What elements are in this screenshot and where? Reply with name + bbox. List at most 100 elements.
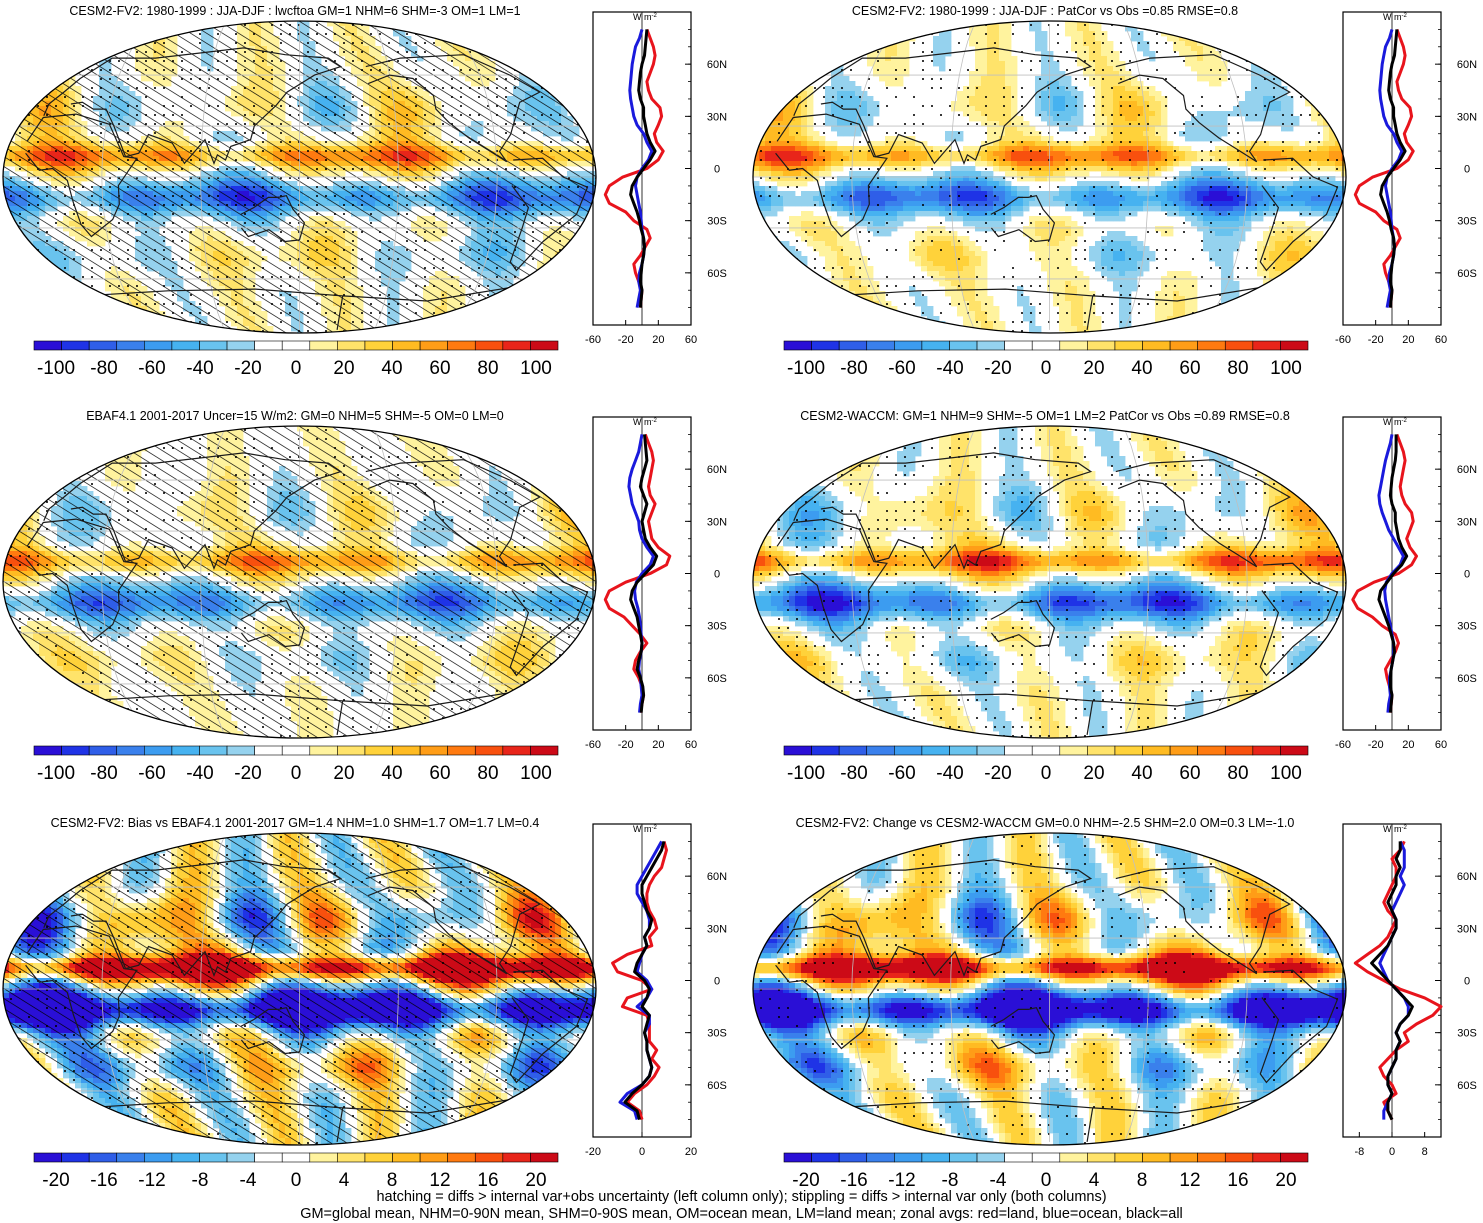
colorbar-swatch xyxy=(1087,1153,1115,1162)
land-line xyxy=(605,29,663,307)
colorbar-label: -80 xyxy=(90,358,117,379)
land-line xyxy=(1353,434,1417,712)
lat-label: 30S xyxy=(707,621,727,633)
colorbar-label: -16 xyxy=(90,1170,117,1191)
panel-title: CESM2-FV2: 1980-1999 : JJA-DJF : lwcftoa… xyxy=(69,4,520,18)
colorbar-label: 20 xyxy=(1275,1170,1296,1191)
colorbar-swatch xyxy=(839,1153,867,1162)
colorbar-label: -100 xyxy=(37,763,75,784)
colorbar-swatch xyxy=(34,1153,62,1162)
colorbar-swatch xyxy=(117,746,145,755)
colorbar-swatch xyxy=(282,1153,310,1162)
colorbar-swatch xyxy=(475,341,503,350)
colorbar-swatch xyxy=(282,341,310,350)
lat-label: 60S xyxy=(707,1080,727,1092)
colorbar-swatch xyxy=(227,1153,255,1162)
lat-label: 60S xyxy=(1457,673,1477,685)
colorbar-label: 80 xyxy=(1227,358,1248,379)
colorbar-label: 20 xyxy=(333,763,354,784)
colorbar-label: -100 xyxy=(37,358,75,379)
lat-label: 30N xyxy=(1457,111,1477,123)
footer-line-hatching: hatching = diffs > internal var+obs unce… xyxy=(0,1189,1483,1206)
lat-label: 60S xyxy=(707,673,727,685)
x-tick-label: -60 xyxy=(585,739,601,751)
colorbar-swatch xyxy=(1253,1153,1281,1162)
colorbar-label: -20 xyxy=(984,763,1011,784)
panel-title: CESM2-FV2: 1980-1999 : JJA-DJF : PatCor … xyxy=(852,4,1238,18)
x-tick-label: -20 xyxy=(1368,334,1384,346)
colorbar-swatch xyxy=(172,1153,200,1162)
x-tick-label: -20 xyxy=(618,334,634,346)
colorbar-swatch xyxy=(1198,746,1226,755)
colorbar-label: 0 xyxy=(1041,763,1052,784)
colorbar-swatch xyxy=(420,341,448,350)
colorbar-swatch xyxy=(867,341,895,350)
colorbar-swatch xyxy=(530,341,558,350)
colorbar-label: -60 xyxy=(888,358,915,379)
lat-label: 60N xyxy=(707,871,727,883)
colorbar-swatch xyxy=(1005,341,1033,350)
colorbar-swatch xyxy=(949,746,977,755)
colorbar-swatch xyxy=(784,341,812,350)
lat-label: 30N xyxy=(1457,923,1477,935)
x-tick-label: -60 xyxy=(1335,739,1351,751)
colorbar-label: -20 xyxy=(234,763,261,784)
colorbar-label: 60 xyxy=(429,358,450,379)
colorbar-label: 0 xyxy=(291,763,302,784)
colorbar-label: -20 xyxy=(234,358,261,379)
colorbar-label: 16 xyxy=(1227,1170,1248,1191)
colorbar-swatch xyxy=(503,1153,531,1162)
colorbar-label: -20 xyxy=(792,1170,819,1191)
lat-label: 30S xyxy=(1457,216,1477,228)
colorbar-swatch xyxy=(812,746,840,755)
colorbar-swatch xyxy=(1115,341,1143,350)
colorbar-swatch xyxy=(1060,1153,1088,1162)
colorbar-label: -80 xyxy=(840,763,867,784)
colorbar-swatch xyxy=(977,1153,1005,1162)
lat-label: 60S xyxy=(1457,268,1477,280)
panel-title: CESM2-WACCM: GM=1 NHM=9 SHM=-5 OM=1 LM=2… xyxy=(800,409,1290,423)
colorbar-label: -8 xyxy=(192,1170,209,1191)
colorbar-swatch xyxy=(1225,1153,1253,1162)
colorbar-label: -60 xyxy=(138,763,165,784)
colorbar-label: -40 xyxy=(936,763,963,784)
colorbar-swatch xyxy=(1198,1153,1226,1162)
colorbar-label: -40 xyxy=(186,763,213,784)
panel-title: CESM2-FV2: Change vs CESM2-WACCM GM=0.0 … xyxy=(796,816,1295,830)
panel-2: CESM2-FV2: 1980-1999 : JJA-DJF : PatCor … xyxy=(753,4,1477,379)
colorbar-label: 60 xyxy=(1179,763,1200,784)
colorbar-swatch xyxy=(1115,1153,1143,1162)
x-tick-label: 60 xyxy=(1435,334,1447,346)
x-tick-label: -60 xyxy=(585,334,601,346)
lat-label: 30N xyxy=(707,923,727,935)
colorbar-label: -80 xyxy=(90,763,117,784)
colorbar-swatch xyxy=(420,746,448,755)
colorbar-swatch xyxy=(337,1153,365,1162)
lat-label: 30N xyxy=(1457,516,1477,528)
x-tick-label: -20 xyxy=(618,739,634,751)
colorbar-swatch xyxy=(1115,746,1143,755)
colorbar-swatch xyxy=(784,1153,812,1162)
lat-label: 0 xyxy=(1464,976,1470,988)
land-line xyxy=(1355,841,1441,1119)
colorbar-label: 12 xyxy=(429,1170,450,1191)
zonal-unit: W m-2 xyxy=(1383,824,1407,834)
colorbar-swatch xyxy=(117,1153,145,1162)
colorbar-swatch xyxy=(839,341,867,350)
zonal-unit: W m-2 xyxy=(633,824,657,834)
colorbar-swatch xyxy=(227,341,255,350)
colorbar-label: 100 xyxy=(1270,358,1302,379)
colorbar-label: 40 xyxy=(381,763,402,784)
zonal-unit: W m-2 xyxy=(1383,12,1407,22)
x-tick-label: -20 xyxy=(585,1146,601,1158)
map xyxy=(753,833,1347,1148)
colorbar-label: 40 xyxy=(1131,358,1152,379)
colorbar-swatch xyxy=(255,1153,283,1162)
colorbar-swatch xyxy=(1170,746,1198,755)
